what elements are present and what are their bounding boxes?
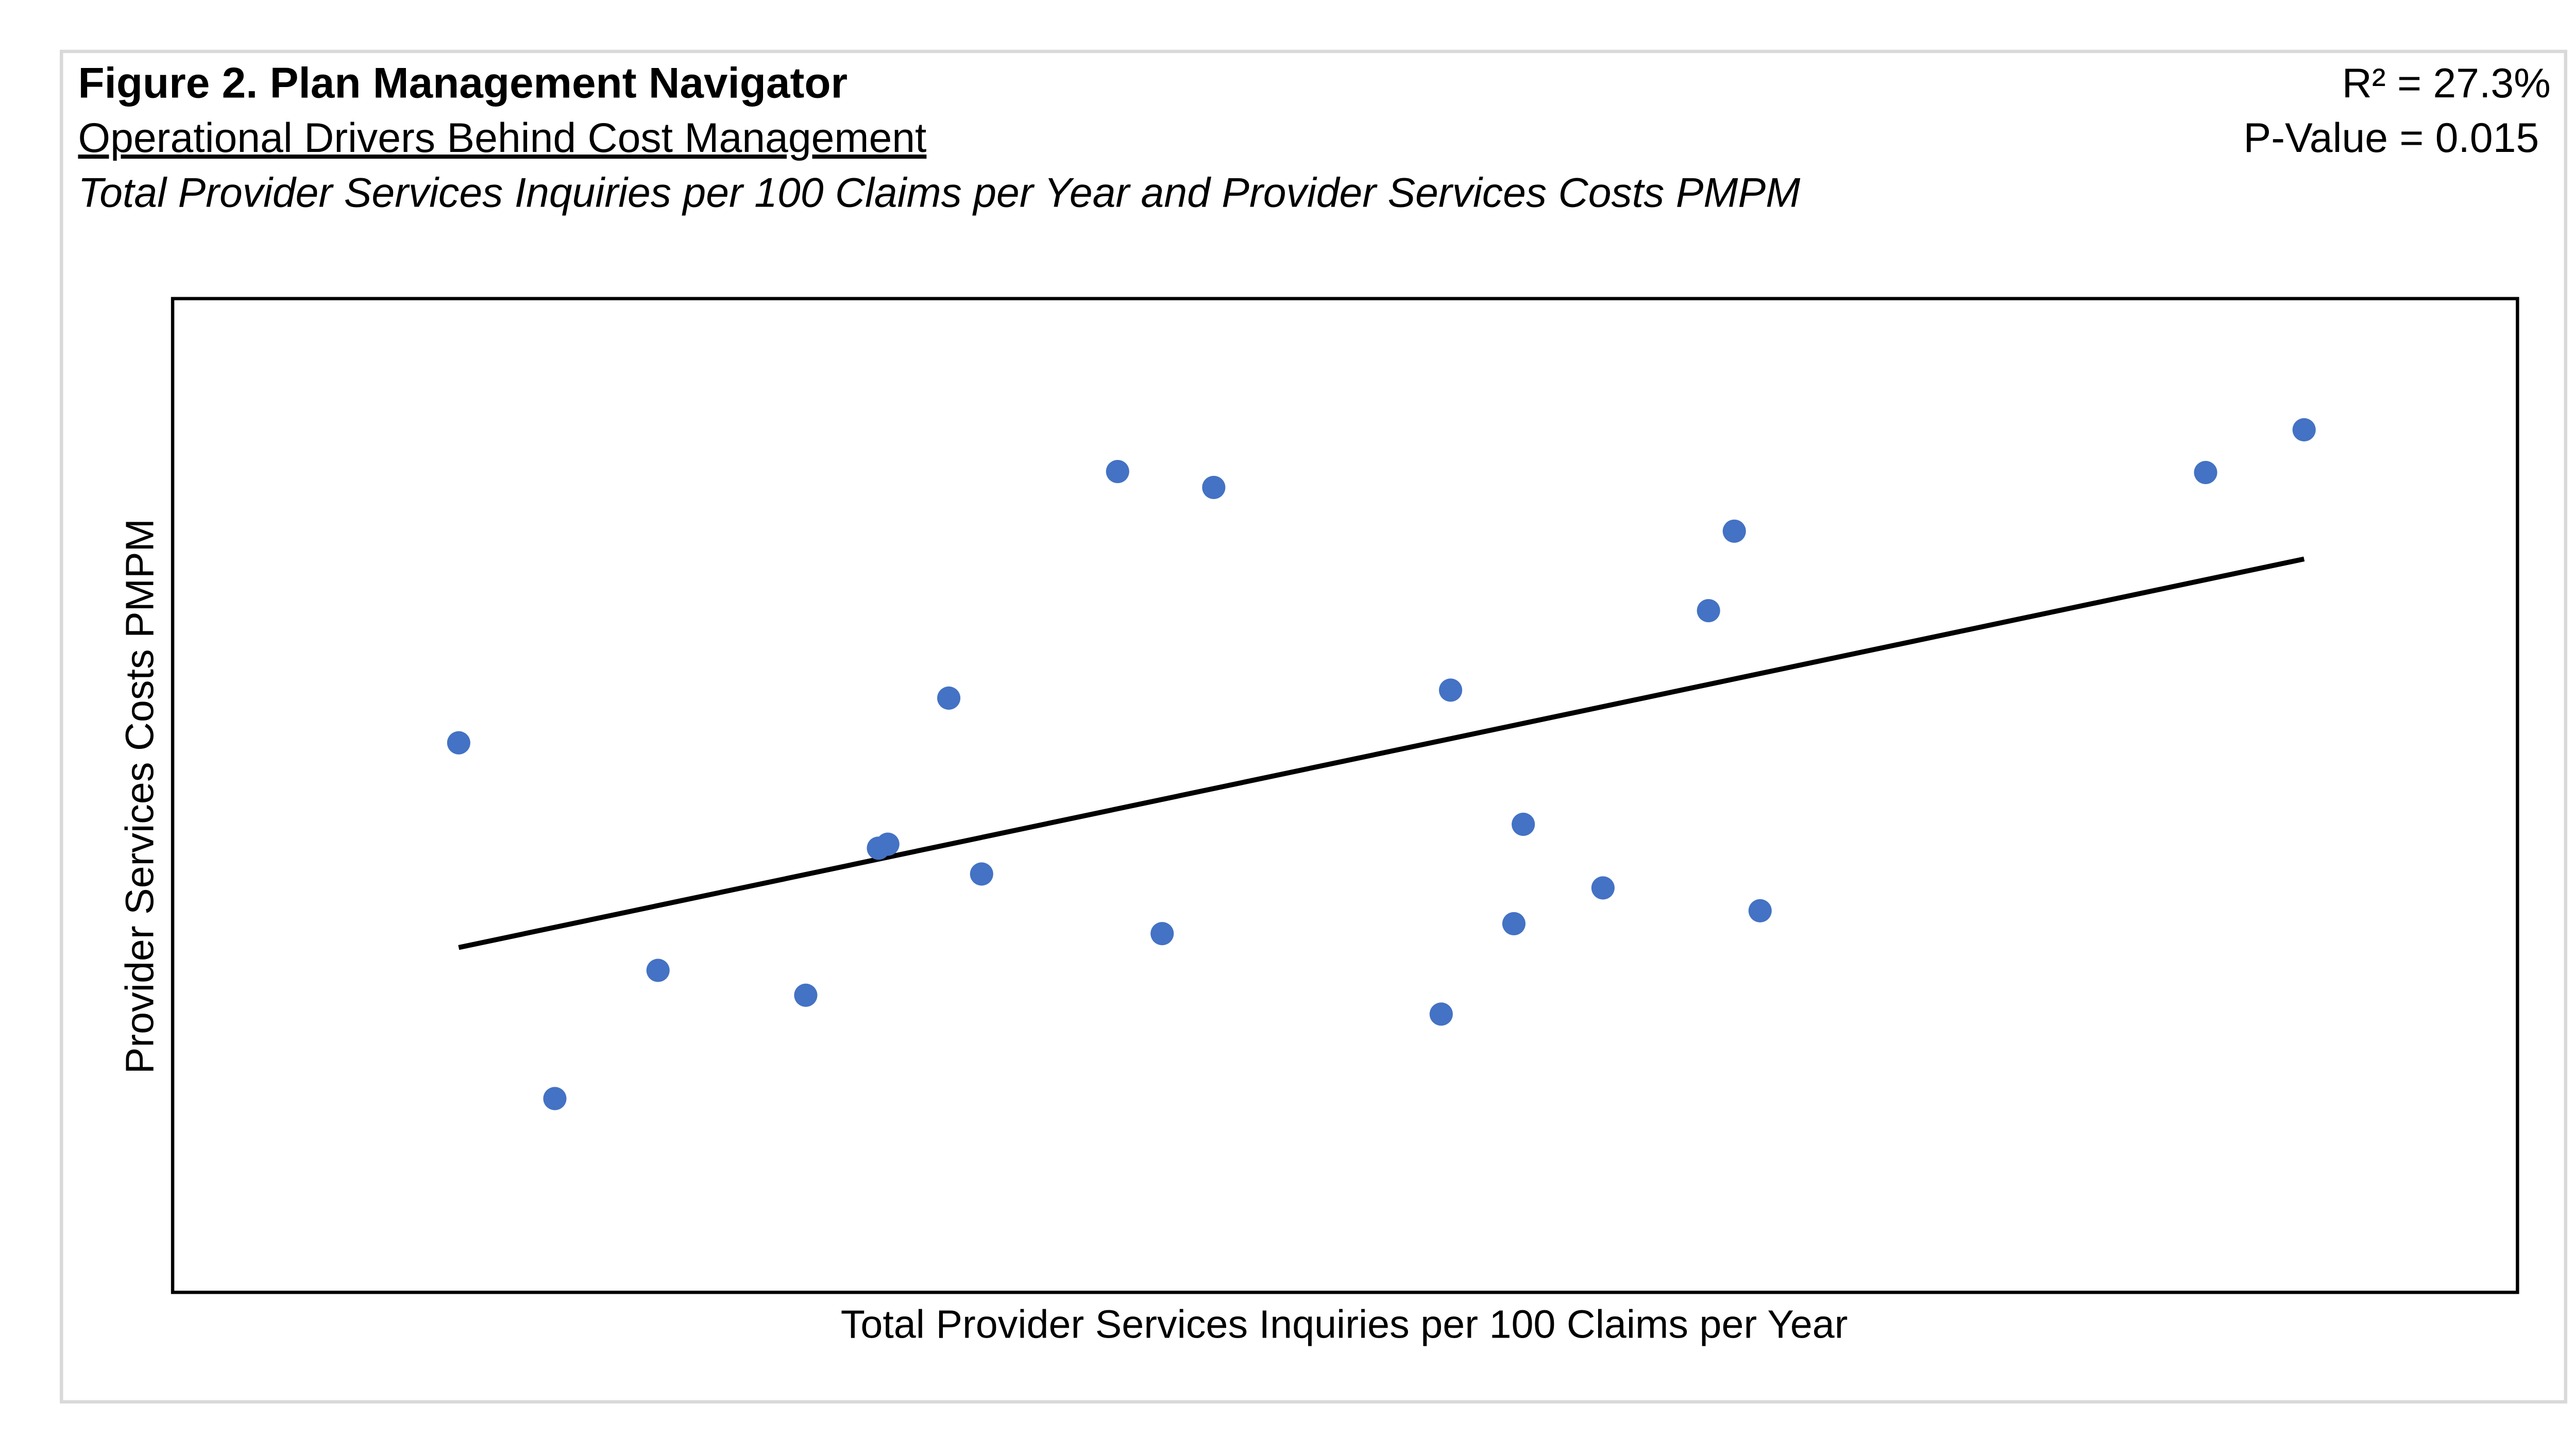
data-point [794,983,818,1007]
data-point [1502,912,1526,935]
data-point [1202,475,1226,499]
data-point [2194,460,2217,484]
data-point [876,832,900,856]
data-point [937,686,961,710]
x-axis-label: Total Provider Services Inquiries per 10… [841,1302,1848,1346]
plot-area [171,297,2519,1294]
chart-subtitle: Operational Drivers Behind Cost Manageme… [78,115,926,161]
data-point [1591,876,1615,900]
data-point [1150,922,1174,946]
data-point [543,1087,567,1110]
chart-title: Figure 2. Plan Management Navigator [78,59,848,107]
chart-description: Total Provider Services Inquiries per 10… [78,169,1801,216]
data-point [1106,459,1129,484]
data-point [1697,599,1720,623]
data-point [447,731,470,755]
frame [60,49,2568,1404]
data-point [1748,899,1772,922]
data-point [2292,418,2316,442]
data-point [970,862,993,886]
annotation: P-Value = 0.015 [2244,115,2539,161]
y-axis-label: Provider Services Costs PMPM [118,519,162,1074]
data-point [1722,519,1746,543]
data-point [1439,678,1463,702]
data-point [646,958,670,982]
trend-line [458,556,2305,950]
data-point [1512,812,1535,836]
annotation: R² = 27.3% [2342,60,2551,107]
data-point [1429,1002,1453,1026]
